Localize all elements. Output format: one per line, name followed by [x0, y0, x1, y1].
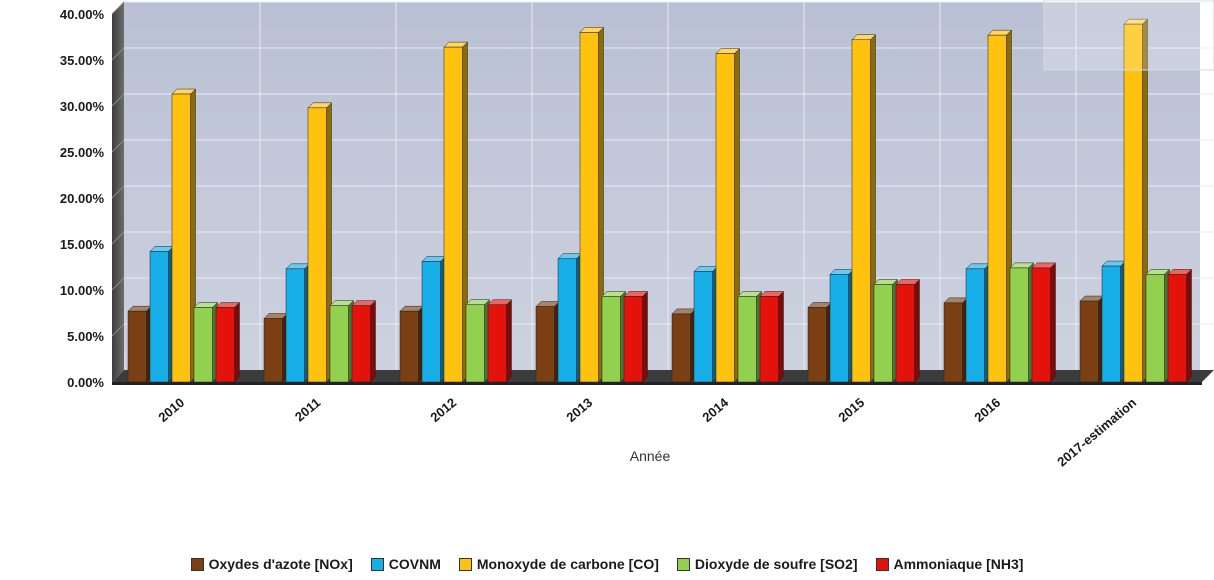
bar [285, 268, 305, 383]
x-tick-label: 2015 [835, 395, 867, 425]
bar-side [778, 290, 784, 383]
legend-item-co: Monoxyde de carbone [CO] [458, 556, 659, 572]
bar [215, 307, 235, 383]
bar-side [234, 301, 240, 383]
bar [895, 284, 915, 383]
bar [535, 306, 555, 383]
bar-chart: 0.00% 5.00% 10.00% 15.00% 20.00% 25.00% 30.00%… [60, 0, 1214, 470]
legend-label-covnm: COVNM [388, 556, 441, 572]
bar [465, 304, 485, 383]
y-tick-label: 10.00% [60, 283, 105, 298]
bar [987, 34, 1007, 383]
bar [579, 32, 599, 383]
gridline-side [111, 1, 125, 15]
legend-label-nh3: Ammoniaque [NH3] [893, 556, 1024, 572]
overlay-box [1043, 0, 1214, 71]
gridline-side [111, 323, 125, 337]
bar-side [642, 290, 648, 383]
legend-label-nox: Oxydes d'azote [NOx] [208, 556, 353, 572]
bar [307, 107, 327, 383]
gridline-side [111, 139, 125, 153]
y-tick-label: 30.00% [60, 99, 105, 114]
legend: Oxydes d'azote [NOx] COVNM Monoxyde de c… [0, 556, 1214, 572]
legend-swatch-covnm [370, 557, 384, 571]
bar-side [1050, 262, 1056, 383]
bar [759, 296, 779, 383]
legend-swatch-co [458, 557, 472, 571]
y-tick-label: 35.00% [60, 53, 105, 68]
bar [193, 307, 213, 383]
x-tick-label: 2016 [971, 395, 1003, 425]
bar-side [914, 278, 920, 383]
bar [487, 304, 507, 383]
bar [399, 310, 419, 383]
bar [623, 296, 643, 383]
legend-label-co: Monoxyde de carbone [CO] [476, 556, 659, 572]
bar [737, 296, 757, 383]
bar [1167, 274, 1187, 383]
plot-floor [112, 370, 1214, 382]
bar [1145, 274, 1165, 383]
x-tick-label: 2013 [563, 395, 595, 425]
x-axis-title: Année [630, 448, 671, 464]
bar [149, 251, 169, 383]
bar [171, 93, 191, 383]
bar-side [370, 300, 376, 383]
legend-item-nox: Oxydes d'azote [NOx] [190, 556, 353, 572]
bar [829, 274, 849, 383]
legend-label-so2: Dioxyde de soufre [SO2] [694, 556, 858, 572]
legend-swatch-nh3 [875, 557, 889, 571]
gridline-side [111, 93, 125, 107]
gridline-side [111, 47, 125, 61]
legend-item-nh3: Ammoniaque [NH3] [875, 556, 1024, 572]
y-tick-label: 25.00% [60, 145, 105, 160]
bar [1101, 265, 1121, 383]
bar-side [1186, 268, 1192, 383]
bar [1079, 300, 1099, 383]
legend-swatch-so2 [676, 557, 690, 571]
gridline-side [111, 231, 125, 245]
bar [671, 313, 691, 383]
plot-floor-edge [112, 382, 1202, 385]
gridline-side [111, 277, 125, 291]
bar [127, 310, 147, 383]
legend-swatch-nox [190, 557, 204, 571]
x-tick-label: 2014 [699, 394, 731, 425]
bar [351, 305, 371, 383]
bar [693, 271, 713, 383]
y-tick-label: 15.00% [60, 237, 105, 252]
x-tick-label: 2012 [427, 395, 459, 425]
legend-item-so2: Dioxyde de soufre [SO2] [676, 556, 858, 572]
bar [1009, 267, 1029, 383]
bar [557, 258, 577, 383]
bar [263, 318, 283, 383]
bar [1123, 23, 1143, 383]
y-tick-label: 40.00% [60, 7, 105, 22]
legend-item-covnm: COVNM [370, 556, 441, 572]
bar [1031, 267, 1051, 383]
x-tick-label: 2011 [292, 395, 323, 425]
bar [851, 39, 871, 383]
x-tick-label: 2017-estimation [1054, 395, 1139, 470]
x-tick-label: 2010 [155, 395, 187, 425]
y-tick-label: 20.00% [60, 191, 105, 206]
bar-side [506, 299, 512, 383]
y-tick-label: 5.00% [67, 329, 104, 344]
bar [601, 296, 621, 383]
bar [329, 305, 349, 383]
bar [421, 261, 441, 383]
gridline-side [111, 185, 125, 199]
bar [715, 53, 735, 383]
bar [965, 268, 985, 383]
bar [443, 46, 463, 383]
y-tick-label: 0.00% [67, 375, 104, 390]
bar [807, 307, 827, 383]
bar [943, 302, 963, 383]
bar [873, 284, 893, 383]
